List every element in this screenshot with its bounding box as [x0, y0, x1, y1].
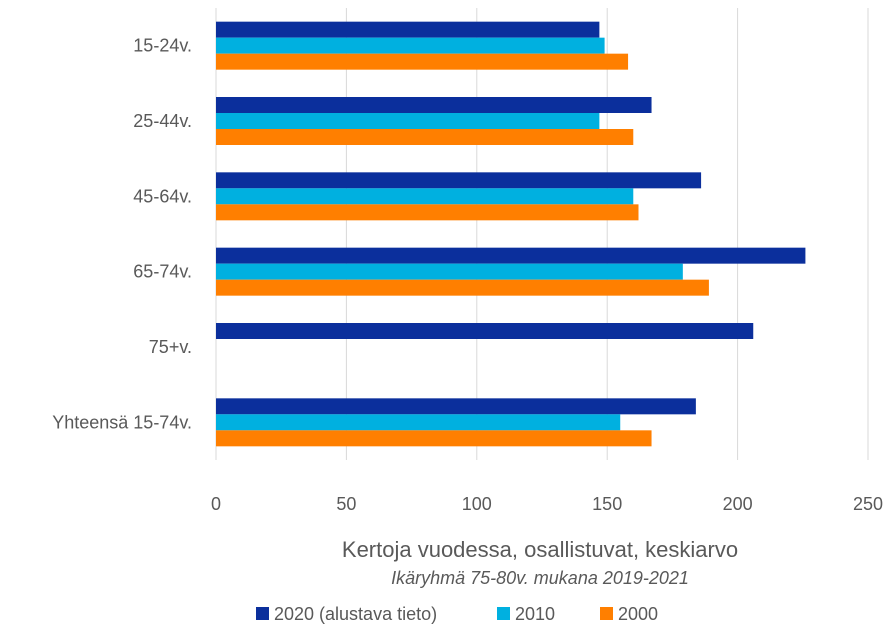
bar	[216, 263, 683, 280]
category-label: 75+v.	[149, 337, 192, 357]
bar	[216, 204, 639, 221]
legend-swatch	[600, 607, 613, 620]
legend-swatch	[256, 607, 269, 620]
x-tick-label: 200	[723, 494, 753, 514]
bar	[216, 113, 600, 129]
bar	[216, 97, 652, 113]
legend-label: 2020 (alustava tieto)	[274, 604, 437, 624]
x-tick-label: 250	[853, 494, 883, 514]
x-tick-label: 0	[211, 494, 221, 514]
bar	[216, 323, 754, 339]
bar	[216, 37, 605, 54]
bar	[216, 53, 629, 70]
bar	[216, 247, 806, 264]
bar	[216, 21, 600, 38]
bar	[216, 279, 709, 296]
bars	[216, 21, 806, 447]
category-labels: 15-24v. 25-44v. 45-64v. 65-74v. 75+v. Yhteens…	[52, 36, 192, 433]
category-label: Yhteensä 15-74v.	[52, 412, 192, 432]
x-tick-label: 100	[462, 494, 492, 514]
legend-swatch	[497, 607, 510, 620]
x-tick-label: 50	[336, 494, 356, 514]
legend-label: 2000	[618, 604, 658, 624]
bar	[216, 398, 696, 415]
x-axis-title: Kertoja vuodessa, osallistuvat, keskiarv…	[342, 537, 738, 562]
legend-label: 2010	[515, 604, 555, 624]
category-label: 65-74v.	[133, 262, 192, 282]
category-label: 15-24v.	[133, 36, 192, 56]
x-tick-labels: 0 50 100 150 200 250	[211, 494, 883, 514]
bar	[216, 414, 621, 431]
category-label: 25-44v.	[133, 111, 192, 131]
bar	[216, 430, 652, 447]
chart-subtitle: Ikäryhmä 75-80v. mukana 2019-2021	[391, 568, 689, 588]
bar	[216, 188, 634, 205]
gridlines	[215, 8, 869, 460]
bar	[216, 129, 634, 145]
category-label: 45-64v.	[133, 186, 192, 206]
bar	[216, 172, 702, 189]
legend: 2020 (alustava tieto) 2010 2000	[256, 604, 658, 624]
x-tick-label: 150	[592, 494, 622, 514]
